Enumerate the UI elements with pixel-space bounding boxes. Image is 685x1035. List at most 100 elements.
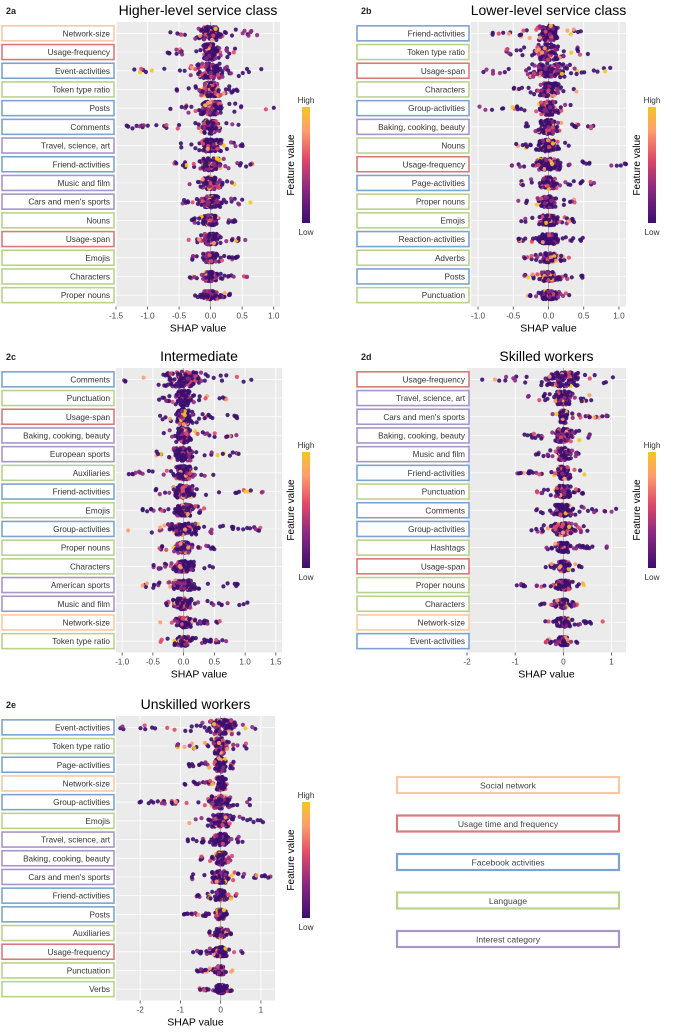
shap-point <box>175 485 180 490</box>
shap-point <box>245 525 250 531</box>
shap-point <box>187 446 192 451</box>
shap-point <box>194 487 199 492</box>
shap-point <box>214 166 219 172</box>
shap-point <box>550 161 555 167</box>
shap-point <box>193 121 198 126</box>
shap-point <box>202 378 207 383</box>
shap-point <box>192 274 197 280</box>
shap-point <box>224 200 229 205</box>
shap-point <box>517 236 522 241</box>
feature-label: Baking, cooking, beauty <box>23 431 111 440</box>
shap-point <box>202 85 207 90</box>
shap-point <box>174 528 179 533</box>
shap-point <box>201 106 206 111</box>
shap-point <box>536 238 542 243</box>
shap-point <box>544 253 549 258</box>
shap-point <box>519 219 524 224</box>
shap-point <box>181 492 186 498</box>
shap-point <box>566 143 571 148</box>
shap-point <box>506 66 511 72</box>
shap-point <box>195 376 200 381</box>
shap-point <box>205 140 210 145</box>
shap-point <box>231 274 236 279</box>
shap-point <box>210 37 215 43</box>
shap-point <box>205 120 210 126</box>
shap-point <box>202 416 207 421</box>
shap-point <box>145 509 150 514</box>
shap-point <box>226 68 231 73</box>
shap-point <box>162 523 167 528</box>
shap-point <box>527 35 532 41</box>
shap-point <box>555 158 560 163</box>
shap-point <box>240 70 245 76</box>
shap-point <box>219 258 224 263</box>
shap-point <box>211 240 217 246</box>
x-tick-label: -0.5 <box>172 312 187 321</box>
shap-point <box>174 87 179 92</box>
shap-point <box>214 138 219 143</box>
shap-point <box>555 144 560 149</box>
swarm-friend-activities <box>172 156 255 173</box>
shap-point <box>236 122 241 127</box>
feature-label: Nouns <box>441 142 465 151</box>
shap-point <box>549 198 554 203</box>
shap-point <box>194 420 199 425</box>
shap-point <box>187 487 192 493</box>
shap-point <box>208 100 213 105</box>
shap-point <box>203 396 208 401</box>
shap-point <box>248 200 253 205</box>
shap-point <box>205 107 210 112</box>
shap-point <box>608 65 613 70</box>
feature-label: Network-size <box>63 29 111 38</box>
shap-point <box>187 476 192 481</box>
shap-point <box>218 373 223 378</box>
shap-point <box>130 471 135 477</box>
shap-point <box>211 472 216 477</box>
shap-point <box>213 26 218 31</box>
shap-point <box>157 492 162 497</box>
panel-title: Higher-level service class <box>119 2 278 18</box>
shap-point <box>123 379 128 384</box>
feature-label: Auxiliaries <box>73 469 110 478</box>
feature-label: Page-activities <box>412 179 465 188</box>
shap-point <box>216 185 222 190</box>
shap-point <box>195 201 200 206</box>
panel-2a: 2a Higher-level service classNetwork-size… <box>1 2 315 335</box>
feature-label: Characters <box>70 272 110 281</box>
shap-point <box>246 69 251 75</box>
shap-point <box>201 156 206 161</box>
shap-point <box>158 525 163 530</box>
shap-point <box>215 111 220 116</box>
shap-point <box>221 143 226 148</box>
feature-label: Usage-frequency <box>48 48 111 57</box>
shap-point <box>539 122 545 127</box>
shap-point <box>202 235 207 240</box>
shap-point <box>537 139 542 144</box>
shap-point <box>548 105 553 110</box>
feature-label: Punctuation <box>67 394 111 403</box>
shap-point <box>569 50 574 55</box>
shap-point <box>205 374 210 379</box>
shap-point <box>180 485 185 490</box>
shap-point <box>538 55 544 60</box>
shap-point <box>195 63 200 68</box>
shap-point <box>179 384 185 389</box>
shap-point <box>481 69 486 75</box>
shap-point <box>194 254 199 259</box>
shap-point <box>205 259 210 264</box>
shap-point <box>522 45 527 50</box>
shap-point <box>234 433 239 438</box>
shap-point <box>175 457 180 462</box>
shap-point <box>622 161 627 166</box>
shap-point <box>146 468 151 474</box>
shap-point <box>547 32 552 37</box>
shap-point <box>242 28 247 33</box>
shap-point <box>536 162 541 168</box>
shap-point <box>162 66 167 71</box>
shap-point <box>217 295 222 300</box>
shap-point <box>224 239 229 244</box>
shap-point <box>519 85 525 90</box>
shap-point <box>168 371 173 376</box>
shap-point <box>208 70 213 75</box>
shap-point <box>545 93 551 98</box>
